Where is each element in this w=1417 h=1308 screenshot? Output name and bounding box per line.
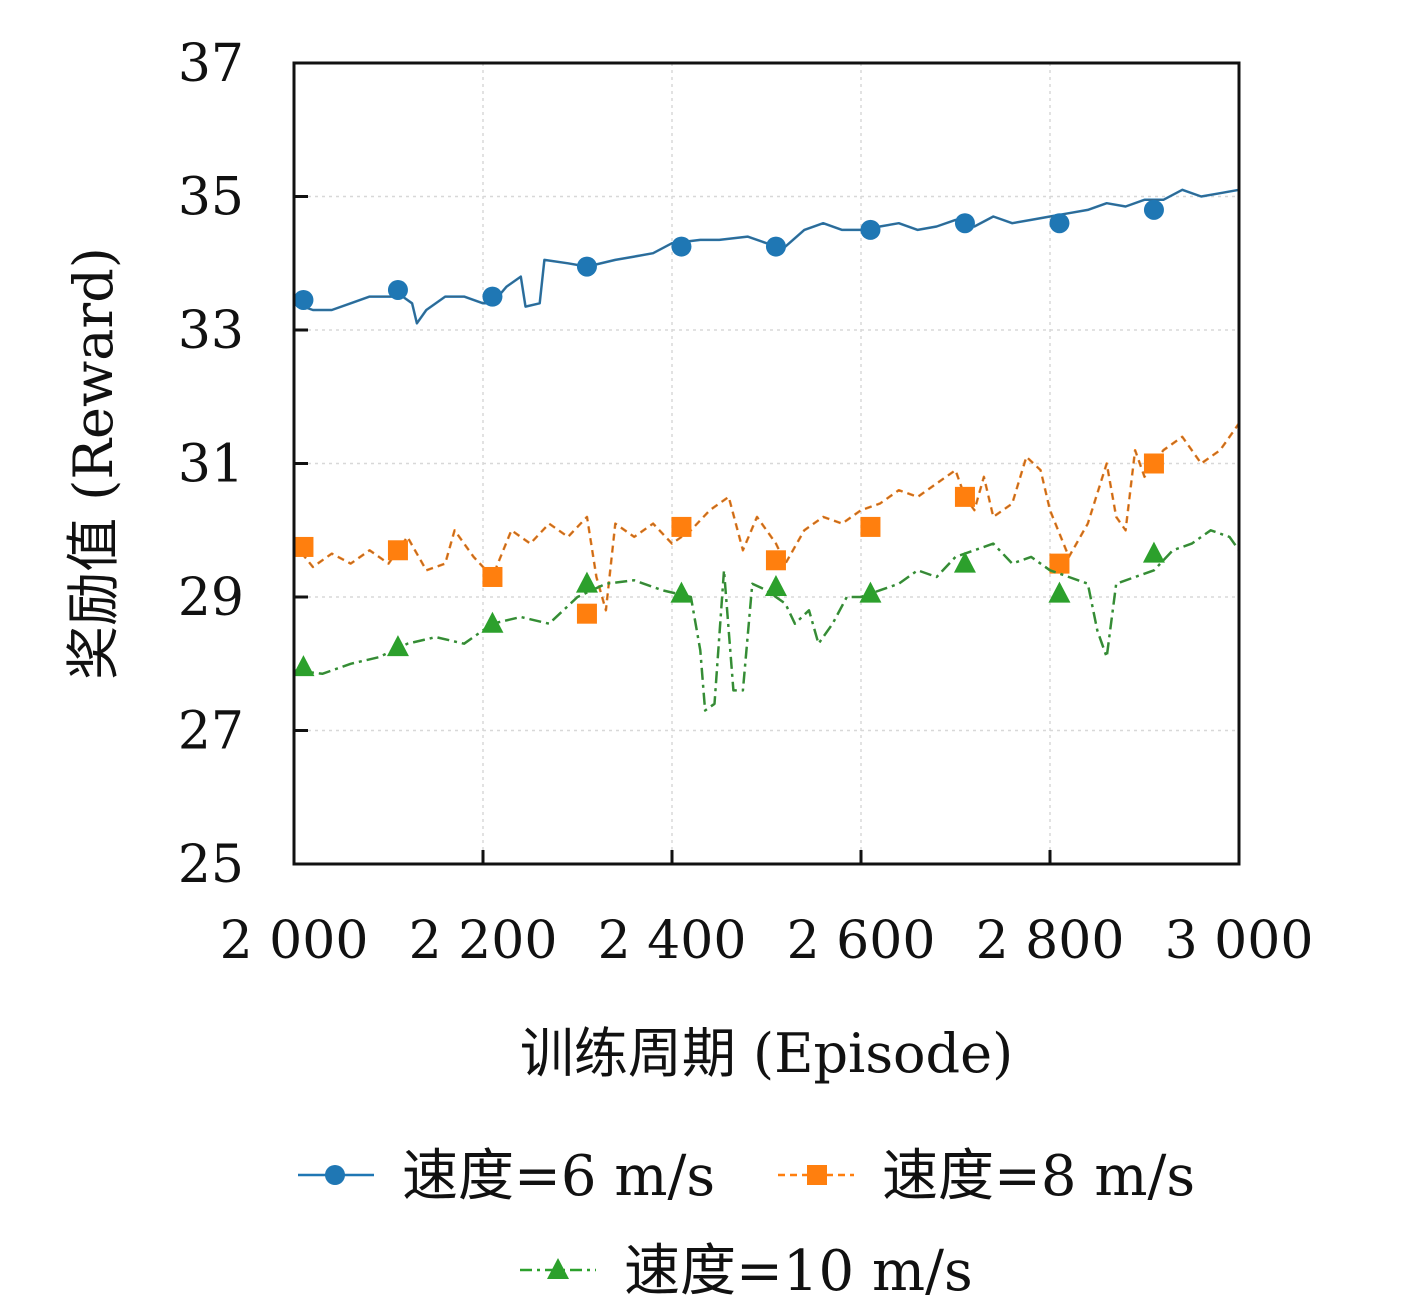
x-tick-label: 3 000 — [1165, 911, 1314, 971]
series-2-marker — [953, 551, 976, 573]
series-0-marker — [482, 286, 503, 307]
series-1-marker — [765, 550, 786, 571]
series-2-marker — [670, 581, 693, 603]
series-trace-2 — [293, 529, 1240, 711]
x-tick-label: 2 400 — [598, 911, 747, 971]
series-1-marker — [671, 516, 692, 537]
legend-label-speed-10: 速度=10 m/s — [624, 1239, 973, 1304]
y-tick-label: 25 — [178, 835, 244, 895]
series-0-marker — [765, 236, 786, 257]
series-2-marker — [481, 611, 504, 633]
y-tick-label: 29 — [178, 568, 244, 628]
series-1-marker — [293, 536, 314, 557]
series-0-marker — [860, 219, 881, 240]
legend-label-speed-8: 速度=8 m/s — [882, 1144, 1195, 1209]
y-axis-title: 奖励值 (Reward) — [62, 247, 125, 680]
legend-marker-speed-10 — [547, 1258, 569, 1279]
legend-label-speed-6: 速度=6 m/s — [402, 1144, 715, 1209]
series-1-marker — [1143, 453, 1164, 474]
series-2-marker — [1142, 541, 1165, 563]
series-0-marker — [387, 279, 408, 300]
series-layer — [292, 188, 1241, 712]
series-2-marker — [764, 574, 787, 596]
series-line-1 — [293, 422, 1241, 612]
x-tick-label: 2 800 — [976, 911, 1125, 971]
legend-marker-speed-8 — [807, 1165, 827, 1185]
series-1-marker — [954, 486, 975, 507]
y-tick-label: 37 — [178, 34, 244, 94]
legend-marker-speed-6 — [325, 1165, 345, 1185]
series-1-marker — [1049, 553, 1070, 574]
x-tick-label: 2 600 — [787, 911, 936, 971]
y-tick-label: 33 — [178, 301, 244, 361]
x-axis-title: 训练周期 (Episode) — [520, 1022, 1013, 1085]
series-1-marker — [860, 516, 881, 537]
series-0-marker — [1049, 213, 1070, 234]
series-2-marker — [859, 581, 882, 603]
series-1-marker — [576, 603, 597, 624]
series-1-marker — [482, 566, 503, 587]
series-0-marker — [954, 213, 975, 234]
y-tick-label: 31 — [178, 435, 244, 495]
series-0-marker — [1143, 199, 1164, 220]
legend-entry-speed-6: 速度=6 m/s — [298, 1144, 715, 1209]
series-2-marker — [292, 655, 315, 677]
x-tick-label: 2 200 — [409, 911, 558, 971]
series-0-marker — [671, 236, 692, 257]
legend-entry-speed-8: 速度=8 m/s — [778, 1144, 1195, 1209]
x-tick-label: 2 000 — [220, 911, 369, 971]
series-1-marker — [387, 540, 408, 561]
series-trace-1 — [293, 423, 1240, 611]
series-2-marker — [386, 635, 409, 657]
series-trace-0 — [293, 189, 1240, 324]
series-2-marker — [575, 571, 598, 593]
y-tick-label: 27 — [178, 702, 244, 762]
series-0-marker — [293, 289, 314, 310]
y-tick-label: 35 — [178, 168, 244, 228]
series-0-marker — [576, 256, 597, 277]
axis-layer: 2 000 2 200 2 400 2 600 2 800 3 000 25 27 29 31 33… — [178, 34, 1314, 971]
legend-entry-speed-10: 速度=10 m/s — [520, 1239, 973, 1304]
legend: 速度=6 m/s 速度=8 m/s 速度=10 m/s — [298, 1144, 1195, 1304]
series-2-marker — [1048, 581, 1071, 603]
grid-lines — [294, 63, 1239, 864]
